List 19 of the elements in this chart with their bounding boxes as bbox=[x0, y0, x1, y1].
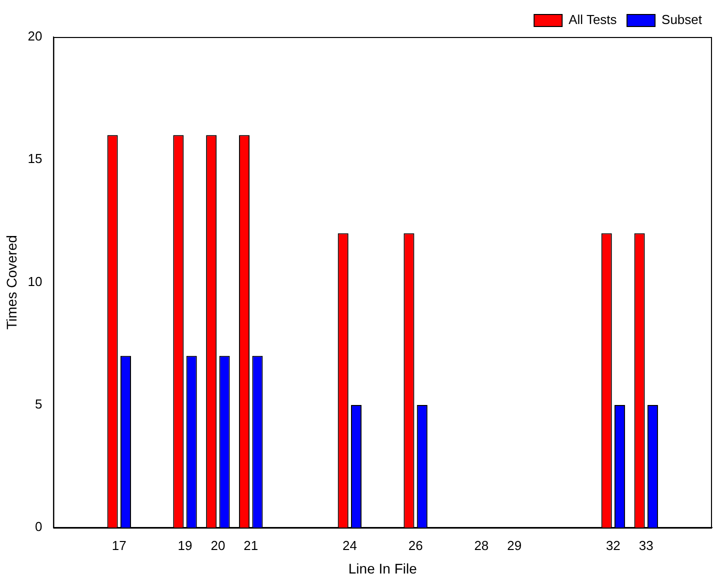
y-tick-label: 20 bbox=[28, 28, 42, 44]
x-tick-label: 24 bbox=[342, 538, 357, 553]
x-tick-label: 20 bbox=[210, 538, 226, 553]
x-tick-label: 26 bbox=[408, 538, 423, 553]
x-tick-label: 19 bbox=[178, 538, 192, 553]
y-axis-title: Times Covered bbox=[3, 235, 20, 330]
x-tick-label: 28 bbox=[474, 538, 489, 553]
y-tick-label: 5 bbox=[35, 396, 42, 412]
legend-label: All Tests bbox=[568, 12, 618, 28]
x-tick-label: 33 bbox=[638, 538, 654, 553]
x-tick-label: 17 bbox=[112, 538, 126, 553]
legend-label: Subset bbox=[662, 12, 702, 28]
x-axis-title: Line In File bbox=[348, 560, 418, 576]
y-tick-label: 0 bbox=[35, 519, 42, 534]
x-tick-label: 29 bbox=[507, 538, 522, 553]
x-tick-label: 32 bbox=[606, 538, 620, 553]
y-tick-label: 15 bbox=[28, 151, 42, 166]
y-tick-label: 10 bbox=[28, 274, 42, 289]
x-tick-label: 21 bbox=[244, 538, 258, 553]
